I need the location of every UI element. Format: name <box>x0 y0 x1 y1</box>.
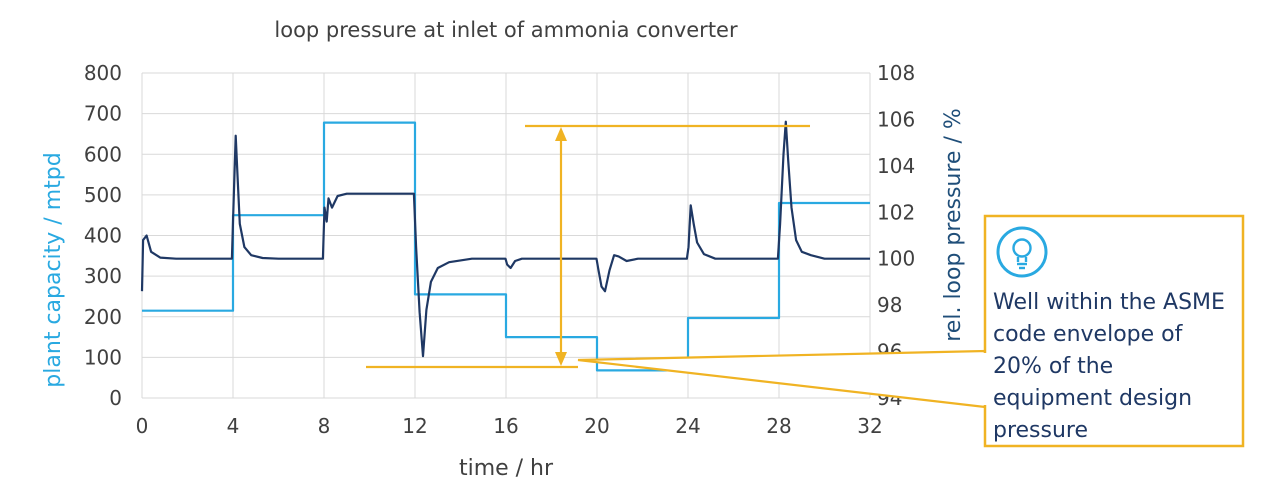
y-right-tick-label: 98 <box>877 293 902 317</box>
series-line-loop-pressure <box>140 120 870 358</box>
callout-text-line-4: equipment design <box>993 386 1192 411</box>
y-left-tick-label: 600 <box>84 142 122 166</box>
y-right-tick-label: 104 <box>877 154 915 178</box>
lightbulb-icon <box>996 226 1048 278</box>
x-axis-ticks: 0 4 8 12 16 20 24 28 32 <box>136 414 883 438</box>
y-left-tick-label: 0 <box>109 386 122 410</box>
x-tick-label: 20 <box>584 414 609 438</box>
y-right-tick-label: 106 <box>877 107 915 131</box>
y-left-tick-label: 300 <box>84 264 122 288</box>
y-axis-left-label: plant capacity / mtpd <box>41 152 66 387</box>
x-tick-label: 16 <box>493 414 518 438</box>
y-left-tick-label: 100 <box>84 345 122 369</box>
callout-text-line-5: pressure <box>993 418 1088 443</box>
y-right-tick-label: 108 <box>877 61 915 85</box>
callout-text-line-2: code envelope of <box>993 322 1184 347</box>
grid <box>141 72 871 399</box>
y-left-tick-label: 700 <box>84 102 122 126</box>
y-right-tick-label: 100 <box>877 247 915 271</box>
series-line-plant-capacity <box>142 121 870 372</box>
x-tick-label: 24 <box>675 414 700 438</box>
x-tick-label: 32 <box>857 414 882 438</box>
y-left-tick-label: 500 <box>84 183 122 207</box>
x-tick-label: 12 <box>402 414 427 438</box>
pressure-envelope-annotation <box>366 124 810 369</box>
x-tick-label: 28 <box>766 414 791 438</box>
y-left-tick-label: 400 <box>84 224 122 248</box>
x-tick-label: 0 <box>136 414 149 438</box>
y-right-tick-label: 102 <box>877 200 915 224</box>
y-left-tick-label: 200 <box>84 305 122 329</box>
envelope-arrow-head-down <box>555 352 567 366</box>
left-axis-ticks: 0 100 200 300 400 500 600 700 800 <box>84 61 122 410</box>
x-tick-label: 4 <box>227 414 240 438</box>
callout: Well within the ASME code envelope of 20… <box>577 214 1245 448</box>
y-left-tick-label: 800 <box>84 61 122 85</box>
callout-pointer <box>577 349 987 409</box>
chart-title: loop pressure at inlet of ammonia conver… <box>274 18 738 42</box>
y-axis-right-label: rel. loop pressure / % <box>941 108 966 342</box>
envelope-arrow-head-up <box>555 127 567 141</box>
x-axis-label: time / hr <box>459 456 554 481</box>
callout-text-line-1: Well within the ASME <box>993 290 1225 315</box>
x-tick-label: 8 <box>318 414 331 438</box>
series-lines <box>140 120 870 372</box>
callout-text-line-3: 20% of the <box>993 354 1113 379</box>
